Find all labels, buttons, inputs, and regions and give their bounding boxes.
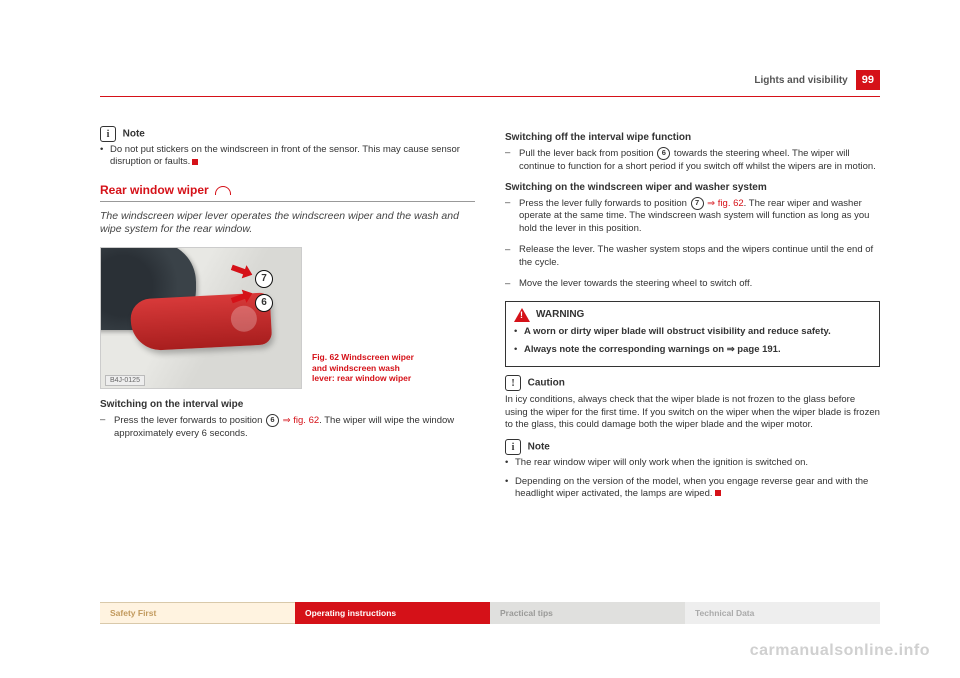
- subheading: Switching on the windscreen wiper and wa…: [505, 182, 880, 193]
- step-item: – Press the lever fully forwards to posi…: [505, 197, 880, 236]
- end-square-icon: [192, 159, 198, 165]
- page-header: Lights and visibility 99: [754, 70, 880, 90]
- step-item: – Move the lever towards the steering wh…: [505, 278, 880, 291]
- info-icon: i: [505, 439, 521, 455]
- step-item: – Press the lever forwards to position 6…: [100, 414, 475, 441]
- tab-safety[interactable]: Safety First: [100, 602, 295, 624]
- warning-bullet: • A worn or dirty wiper blade will obstr…: [514, 326, 871, 338]
- arrow-icon: [229, 261, 254, 282]
- tab-operating[interactable]: Operating instructions: [295, 602, 490, 624]
- subheading: Switching off the interval wipe function: [505, 132, 880, 143]
- warning-bullet: • Always note the corresponding warnings…: [514, 344, 871, 356]
- content-columns: i Note • Do not put stickers on the wind…: [100, 126, 880, 506]
- manual-page: Lights and visibility 99 i Note • Do not…: [0, 0, 960, 678]
- note-callout: i Note: [505, 439, 880, 455]
- section-intro: The windscreen wiper lever operates the …: [100, 210, 475, 237]
- end-square-icon: [715, 490, 721, 496]
- tab-technical[interactable]: Technical Data: [685, 602, 880, 624]
- warning-box: WARNING • A worn or dirty wiper blade wi…: [505, 301, 880, 368]
- page-number: 99: [856, 70, 880, 90]
- caution-text: In icy conditions, always check that the…: [505, 394, 880, 431]
- note-callout: i Note: [100, 126, 475, 142]
- ref-marker-7: 7: [255, 270, 273, 288]
- caution-icon: !: [505, 375, 521, 391]
- info-icon: i: [100, 126, 116, 142]
- wiper-lever-graphic: [130, 292, 273, 351]
- warning-triangle-icon: [514, 308, 530, 322]
- header-rule: [100, 96, 880, 97]
- note-bullet: • Do not put stickers on the windscreen …: [100, 144, 475, 169]
- right-column: Switching off the interval wipe function…: [505, 126, 880, 506]
- step-item: – Release the lever. The washer system s…: [505, 244, 880, 270]
- section-rule: [100, 201, 475, 202]
- wiper-icon: [215, 184, 233, 196]
- footer-tabs: Safety First Operating instructions Prac…: [100, 602, 880, 624]
- image-code: B4J-0125: [105, 375, 145, 386]
- section-title: Rear window wiper: [100, 183, 475, 197]
- step-item: – Pull the lever back from position 6 to…: [505, 147, 880, 174]
- note-label: Note: [123, 129, 145, 140]
- ref-marker-6: 6: [255, 294, 273, 312]
- figure-image: 7 6 B4J-0125: [100, 247, 302, 389]
- caution-callout: ! Caution: [505, 375, 880, 391]
- section-name: Lights and visibility: [754, 75, 847, 86]
- ref-6-inline: 6: [266, 414, 279, 427]
- tab-practical[interactable]: Practical tips: [490, 602, 685, 624]
- warning-heading: WARNING: [514, 308, 871, 322]
- ref-6-inline: 6: [657, 147, 670, 160]
- left-column: i Note • Do not put stickers on the wind…: [100, 126, 475, 506]
- watermark: carmanualsonline.info: [750, 642, 930, 660]
- note-bullet: • The rear window wiper will only work w…: [505, 457, 880, 469]
- ref-7-inline: 7: [691, 197, 704, 210]
- figure-62: 7 6 B4J-0125 Fig. 62 Windscreen wiper an…: [100, 247, 475, 389]
- subheading: Switching on the interval wipe: [100, 399, 475, 410]
- figure-caption: Fig. 62 Windscreen wiper and windscreen …: [312, 352, 422, 389]
- note-bullet: • Depending on the version of the model,…: [505, 476, 880, 501]
